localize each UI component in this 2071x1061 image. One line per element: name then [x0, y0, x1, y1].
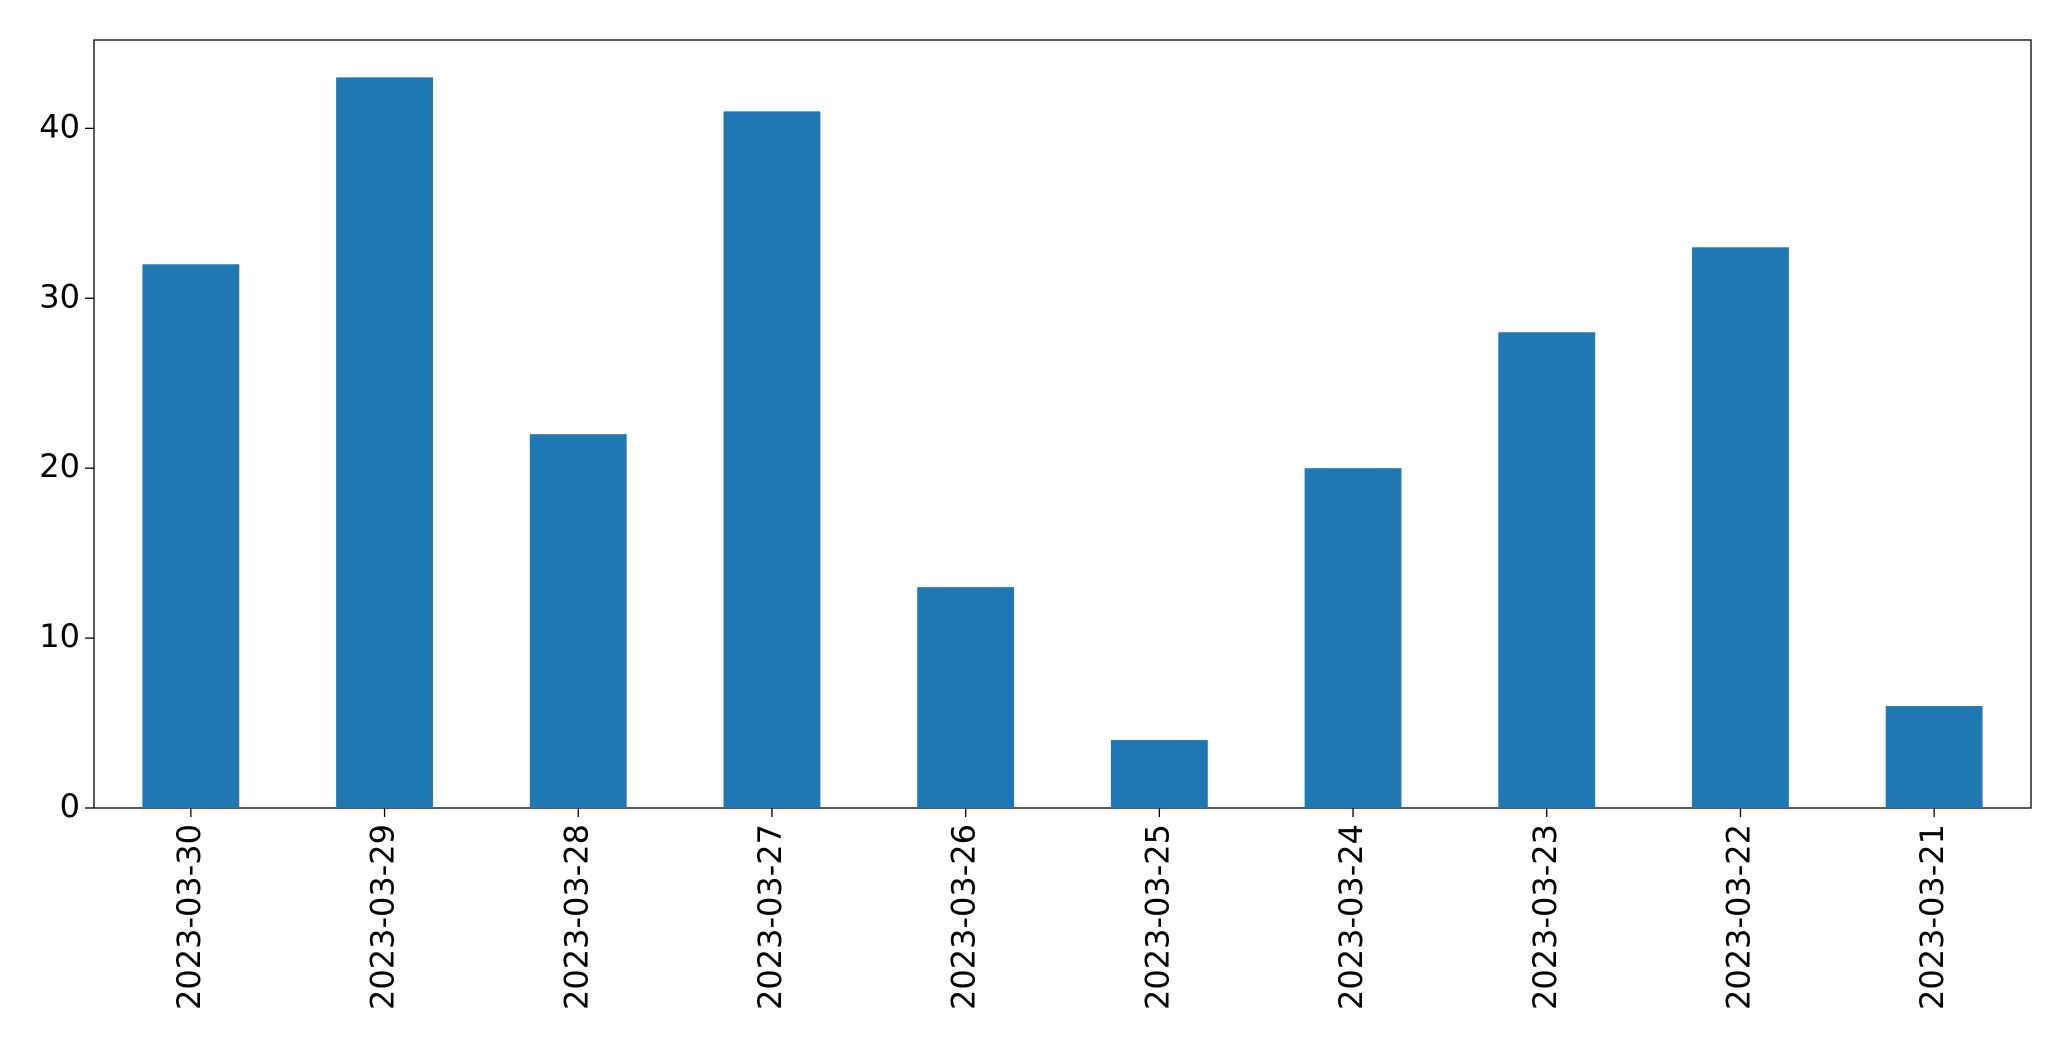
- bar: [1304, 468, 1402, 808]
- y-tick-label: 30: [39, 277, 80, 315]
- x-tick-label: 2023-03-26: [945, 824, 983, 1010]
- bar: [336, 77, 433, 808]
- x-tick-label: 2023-03-29: [364, 824, 402, 1010]
- x-tick-label: 2023-03-24: [1332, 824, 1370, 1010]
- bar: [1110, 740, 1208, 808]
- x-tick-label: 2023-03-22: [1719, 824, 1757, 1010]
- y-tick-label: 10: [39, 617, 80, 655]
- x-tick-label: 2023-03-23: [1526, 824, 1564, 1010]
- y-tick-label: 40: [39, 107, 80, 145]
- x-tick-label: 2023-03-28: [557, 824, 595, 1010]
- y-tick-label: 20: [39, 447, 80, 485]
- bar: [1885, 706, 1983, 808]
- bar: [917, 587, 1015, 808]
- bar: [1692, 247, 1789, 808]
- x-tick-label: 2023-03-27: [751, 824, 789, 1010]
- x-tick-label: 2023-03-21: [1913, 824, 1951, 1010]
- bar: [723, 111, 821, 808]
- plot-frame: [93, 39, 2032, 809]
- x-tick-label: 2023-03-30: [170, 824, 208, 1010]
- y-tick-label: 0: [60, 787, 80, 825]
- bar: [142, 264, 240, 808]
- bar: [1498, 332, 1596, 808]
- x-tick-label: 2023-03-25: [1138, 824, 1176, 1010]
- bar: [529, 434, 627, 808]
